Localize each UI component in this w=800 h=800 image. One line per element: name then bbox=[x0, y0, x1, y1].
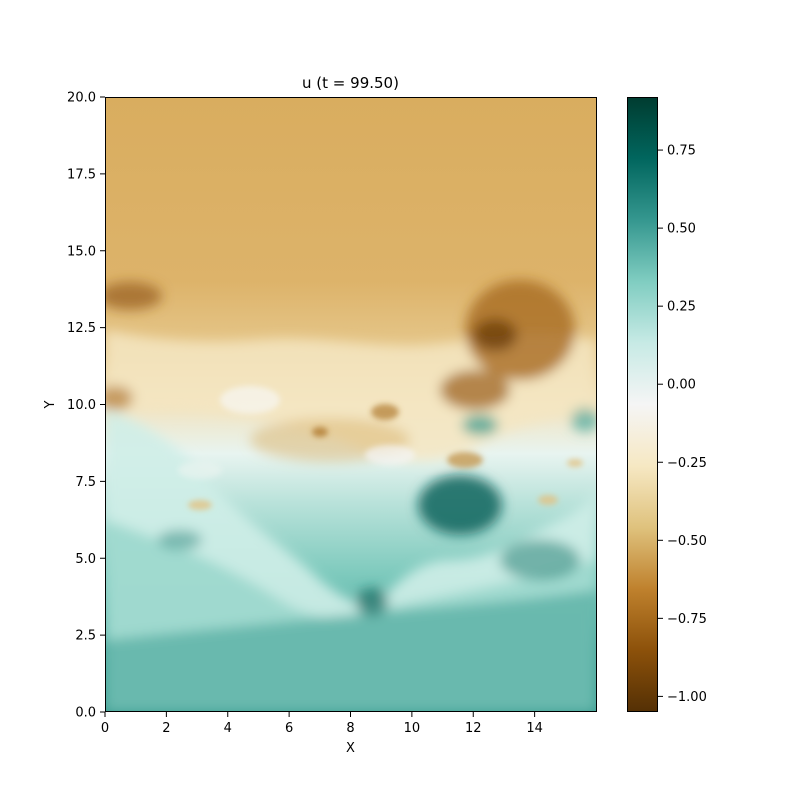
tan-spot-2 bbox=[538, 495, 558, 505]
colorbar-tick-label: −0.50 bbox=[667, 534, 707, 549]
white-patch-2 bbox=[365, 445, 415, 465]
x-tick-label: 6 bbox=[285, 721, 293, 736]
brown-lower-right bbox=[440, 370, 510, 410]
teal-lower-right bbox=[500, 540, 580, 580]
y-tick-label: 7.5 bbox=[75, 475, 96, 490]
y-tick-label: 12.5 bbox=[67, 321, 96, 336]
teal-right-spot bbox=[462, 415, 498, 435]
white-patch-1 bbox=[220, 386, 280, 414]
field-structures bbox=[105, 280, 596, 712]
x-axis: 0 2 4 6 8 10 12 14 bbox=[101, 712, 543, 736]
y-tick-label: 17.5 bbox=[67, 167, 96, 182]
dark-teal-eddy bbox=[418, 475, 502, 535]
x-tick-label: 8 bbox=[346, 721, 354, 736]
y-axis-label: Y bbox=[43, 400, 58, 409]
colorbar-ticks: −1.00 −0.75 −0.50 −0.25 0.00 0.25 0.50 0.75 bbox=[658, 144, 707, 705]
brown-right-core bbox=[473, 319, 517, 351]
white-patch-3 bbox=[178, 461, 222, 479]
x-tick-label: 0 bbox=[101, 721, 109, 736]
y-tick-label: 20.0 bbox=[67, 91, 96, 106]
brown-spot-1 bbox=[312, 427, 328, 437]
teal-right-edge bbox=[571, 408, 596, 432]
colorbar-tick-label: −1.00 bbox=[667, 690, 707, 705]
tan-spot-1 bbox=[188, 500, 212, 510]
chart-title: u (t = 99.50) bbox=[302, 74, 399, 92]
colorbar-tick-label: 0.00 bbox=[667, 378, 696, 393]
y-tick-label: 15.0 bbox=[67, 244, 96, 259]
tan-spot-3 bbox=[567, 459, 583, 467]
brown-spot-2 bbox=[371, 404, 399, 420]
x-tick-label: 4 bbox=[224, 721, 232, 736]
colorbar: −1.00 −0.75 −0.50 −0.25 0.00 0.25 0.50 0.75 bbox=[627, 97, 707, 712]
colorbar-tick-label: −0.25 bbox=[667, 456, 707, 471]
y-axis: 0.0 2.5 5.0 7.5 10.0 12.5 15.0 17.5 20.0 bbox=[67, 91, 105, 721]
brown-left-lobe bbox=[105, 282, 162, 310]
x-tick-label: 12 bbox=[465, 721, 482, 736]
x-tick-label: 14 bbox=[526, 721, 543, 736]
colorbar-scale bbox=[627, 97, 658, 712]
y-tick-label: 5.0 bbox=[75, 552, 96, 567]
y-tick-label: 2.5 bbox=[75, 629, 96, 644]
x-tick-label: 2 bbox=[162, 721, 170, 736]
brown-right-vortex bbox=[465, 280, 575, 380]
y-tick-label: 0.0 bbox=[75, 706, 96, 721]
y-tick-label: 10.0 bbox=[67, 398, 96, 413]
deep-teal-lower bbox=[105, 590, 596, 712]
brown-spot-3 bbox=[447, 452, 483, 468]
field-detail bbox=[178, 386, 583, 510]
colorbar-frame bbox=[627, 97, 658, 712]
colorbar-tick-label: 0.25 bbox=[667, 300, 696, 315]
x-axis-label: X bbox=[346, 741, 355, 756]
colorbar-tick-label: −0.75 bbox=[667, 612, 707, 627]
plot-frame bbox=[105, 97, 597, 712]
colorbar-tick-label: 0.75 bbox=[667, 144, 696, 159]
dark-teal-dip bbox=[356, 588, 388, 616]
teal-left-streak bbox=[158, 530, 202, 550]
x-tick-label: 10 bbox=[404, 721, 421, 736]
heatmap-field bbox=[105, 97, 596, 712]
colorbar-tick-label: 0.50 bbox=[667, 222, 696, 237]
brown-left-low bbox=[105, 386, 133, 410]
